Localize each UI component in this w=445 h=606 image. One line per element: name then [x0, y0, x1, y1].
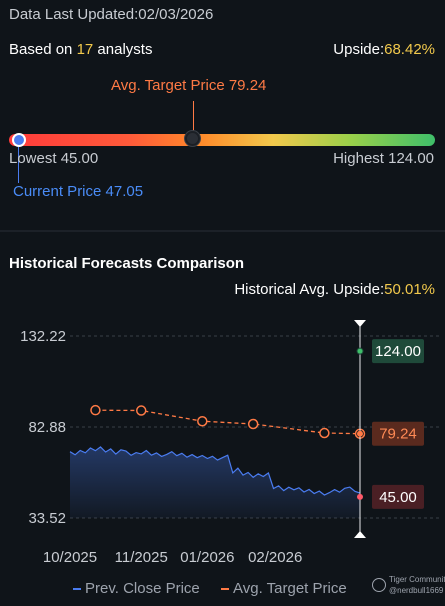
x-tick-label: 10/2025 [43, 549, 97, 566]
lowest-price-label: Lowest 45.00 [9, 150, 99, 167]
historical-forecast-chart[interactable]: 132.22 82.88 33.52 10/2025 11/2025 01/2026 02/… [0, 310, 445, 575]
current-price-label: Current Price 47.05 [13, 183, 144, 200]
based-prefix: Based on [9, 41, 77, 58]
highest-price-label: Highest 124.00 [333, 150, 434, 167]
forecast-low-point [357, 493, 363, 500]
historical-upside-label: Historical Avg. Upside: [234, 281, 385, 298]
based-suffix: analysts [93, 41, 153, 58]
forecast-high-label: 124.00 [375, 343, 421, 360]
legend-prev-close[interactable]: Prev. Close Price [73, 580, 200, 597]
historical-upside-text: Historical Avg. Upside:50.01% [234, 281, 435, 298]
x-tick-label: 11/2025 [115, 549, 168, 566]
updated-prefix: Data Last Updated: [9, 6, 139, 23]
legend-prev-close-swatch [73, 588, 81, 591]
analyst-count: 17 [76, 41, 94, 58]
avg-target-point[interactable] [247, 418, 259, 430]
current-price-connector [18, 147, 19, 183]
x-tick-label: 01/2026 [180, 549, 234, 566]
cursor-bottom-handle[interactable] [354, 531, 366, 538]
watermark-line2: @nerdbull1669 [389, 586, 444, 595]
y-tick-label: 132.22 [20, 328, 66, 345]
avg-target-point[interactable] [135, 405, 147, 416]
legend-avg-target[interactable]: Avg. Target Price [221, 580, 347, 597]
watermark-line1: Tiger Community [389, 575, 445, 584]
avg-target-connector [193, 101, 194, 134]
historical-upside-value: 50.01% [384, 281, 435, 298]
forecast-high-label-bg [372, 339, 424, 364]
data-updated-text: Data Last Updated:02/03/2026 [9, 6, 213, 23]
upside-label: Upside: [333, 41, 385, 58]
legend-prev-close-label: Prev. Close Price [85, 580, 200, 597]
forecast-avg-point [357, 430, 363, 437]
avg-target-marker[interactable] [185, 131, 200, 146]
section-divider [0, 230, 445, 232]
y-tick-label: 33.52 [28, 510, 66, 527]
forecast-high-point [356, 347, 364, 355]
upside-text: Upside:68.42% [333, 41, 435, 58]
forecast-avg-label-bg [372, 421, 424, 446]
analyst-count-text: Based on 17 analysts [9, 41, 152, 58]
price-range-bar [9, 134, 435, 146]
avg-target-point[interactable] [319, 427, 330, 439]
avg-target-point[interactable] [90, 404, 101, 416]
avg-target-line[interactable] [95, 409, 361, 435]
updated-date: 02/03/2026 [138, 6, 214, 23]
avg-target-label: Avg. Target Price 79.24 [111, 77, 267, 94]
upside-value: 68.42% [384, 41, 435, 58]
prev-close-line[interactable] [69, 446, 361, 496]
avg-target-point[interactable] [197, 415, 208, 427]
forecast-low-label-bg [372, 484, 424, 509]
x-tick-label: 02/2026 [248, 549, 302, 566]
legend-avg-target-label: Avg. Target Price [233, 580, 347, 597]
forecast-low-label: 45.00 [379, 489, 417, 506]
current-price-marker[interactable] [12, 133, 26, 147]
historical-section-title: Historical Forecasts Comparison [9, 255, 245, 272]
forecast-avg-label: 79.24 [379, 426, 417, 443]
prev-close-area [70, 446, 360, 518]
tiger-logo-icon [372, 578, 386, 592]
y-tick-label: 82.88 [28, 419, 66, 436]
legend-avg-target-swatch [221, 588, 229, 591]
cursor-top-handle[interactable] [354, 320, 366, 327]
watermark: Tiger Community @nerdbull1669 [372, 574, 445, 596]
